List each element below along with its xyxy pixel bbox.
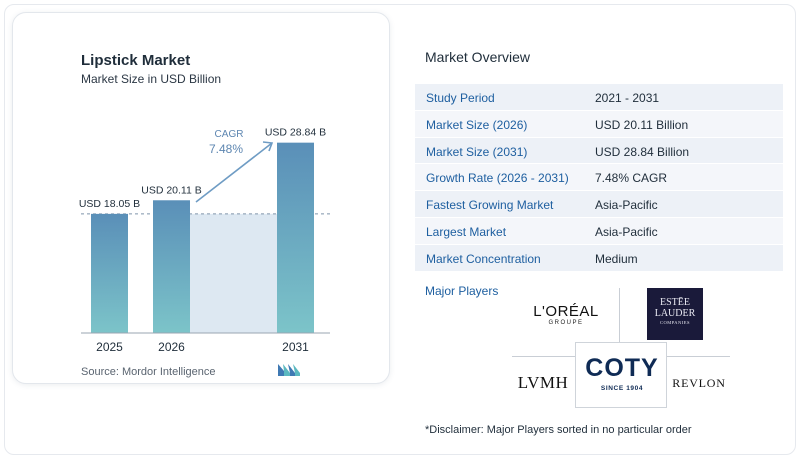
coty-logo-subtitle: SINCE 1904 — [600, 385, 644, 392]
overview-value: USD 28.84 Billion — [595, 144, 690, 159]
source-note: Source: Mordor Intelligence — [81, 366, 216, 378]
overview-row: Largest Market Asia-Pacific — [415, 217, 783, 245]
bar-chart: USD 18.05 B 2025 USD 20.11 B 2026 USD 28.84 … — [79, 127, 330, 354]
x-tick-label: 2031 — [282, 340, 309, 354]
bar-value-label: USD 20.11 B — [141, 184, 202, 196]
chart-subtitle: Market Size in USD Billion — [81, 72, 222, 86]
coty-logo: COTY SINCE 1904 — [575, 342, 667, 408]
overview-label: Study Period — [426, 91, 495, 105]
overview-label: Market Size (2026) — [426, 117, 528, 132]
major-players-label: Major Players — [425, 284, 499, 298]
cagr-value: 7.48% — [209, 142, 243, 156]
overview-row: Fastest Growing Market Asia-Pacific — [415, 191, 783, 218]
coty-logo-text: COTY — [585, 354, 659, 382]
revlon-logo: REVLON — [672, 376, 726, 390]
mordor-intelligence-logo-icon — [278, 364, 300, 376]
loreal-logo: L'ORÉAL — [533, 303, 599, 320]
logo-divider — [619, 288, 620, 342]
bar — [277, 142, 314, 333]
estee-logo-line: ESTĒE — [660, 297, 690, 308]
loreal-logo-subtitle: GROUPE — [548, 320, 584, 326]
x-tick-label: 2026 — [158, 340, 185, 354]
estee-logo-line: LAUDER — [654, 308, 696, 319]
overview-label: Market Concentration — [426, 251, 541, 266]
bar-value-label: USD 28.84 B — [265, 127, 326, 139]
overview-row: Study Period 2021 - 2031 — [415, 84, 783, 111]
overview-row: Growth Rate (2026 - 2031) 7.48% CAGR — [415, 164, 783, 192]
bar — [153, 200, 190, 333]
overview-row: Market Size (2031) USD 28.84 Billion — [415, 137, 783, 165]
growth-band — [190, 213, 277, 333]
overview-label: Growth Rate (2026 - 2031) — [426, 171, 569, 186]
estee-lauder-logo: ESTĒE LAUDER COMPANIES — [647, 288, 703, 340]
overview-label: Largest Market — [426, 224, 507, 239]
bar-value-label: USD 18.05 B — [79, 198, 140, 210]
cagr-arrow — [195, 142, 273, 203]
cagr-label: CAGR — [215, 129, 244, 140]
overview-row: Market Size (2026) USD 20.11 Billion — [415, 110, 783, 138]
market-overview-table: Study Period 2021 - 2031 Market Size (202… — [415, 84, 783, 272]
overview-value: 7.48% CAGR — [595, 171, 668, 186]
lvmh-logo: LVMH — [517, 373, 569, 392]
market-overview-title: Market Overview — [425, 49, 531, 65]
overview-value: Medium — [595, 251, 638, 266]
overview-row: Market Concentration Medium — [415, 244, 783, 272]
cagr-arrow-head — [262, 141, 274, 152]
overview-label: Fastest Growing Market — [426, 198, 554, 213]
bar — [91, 213, 128, 333]
overview-label: Market Size (2031) — [426, 144, 528, 159]
chart-title: Lipstick Market — [81, 52, 191, 69]
overview-value: Asia-Pacific — [595, 224, 658, 239]
estee-logo-subtitle: COMPANIES — [659, 320, 691, 325]
x-tick-label: 2025 — [96, 340, 123, 354]
overview-value: 2021 - 2031 — [595, 91, 660, 105]
overview-value: Asia-Pacific — [595, 198, 658, 213]
overview-value: USD 20.11 Billion — [595, 117, 689, 132]
disclaimer-note: *Disclaimer: Major Players sorted in no … — [425, 424, 692, 436]
